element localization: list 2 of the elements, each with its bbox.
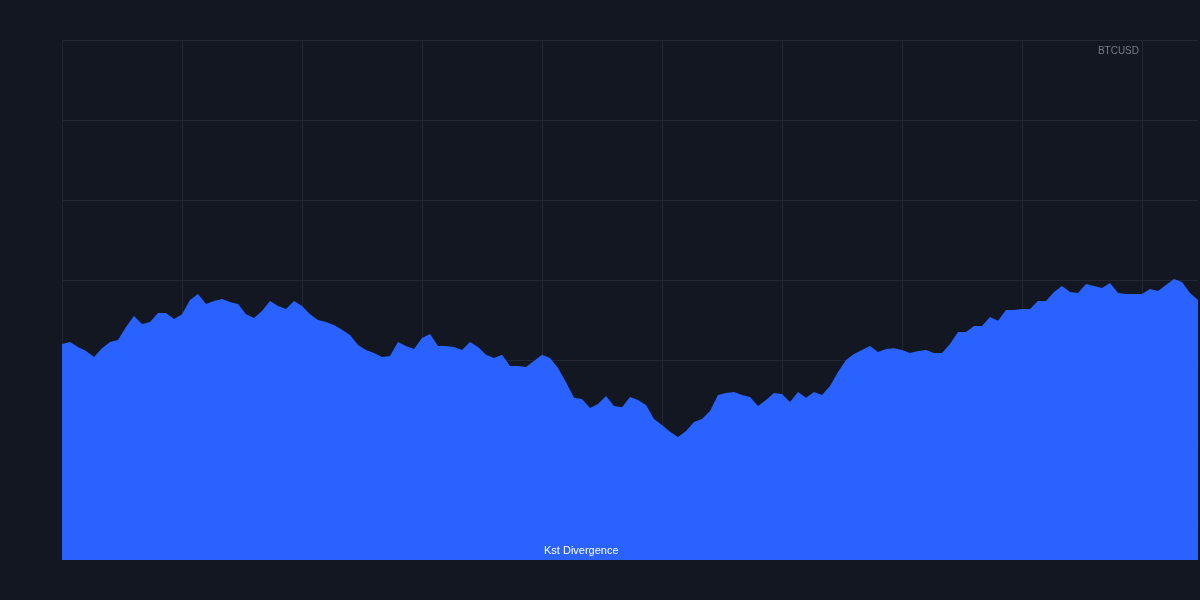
annotation: Kst Divergence	[544, 544, 619, 556]
chart-title: BTCUSD	[1097, 45, 1139, 56]
